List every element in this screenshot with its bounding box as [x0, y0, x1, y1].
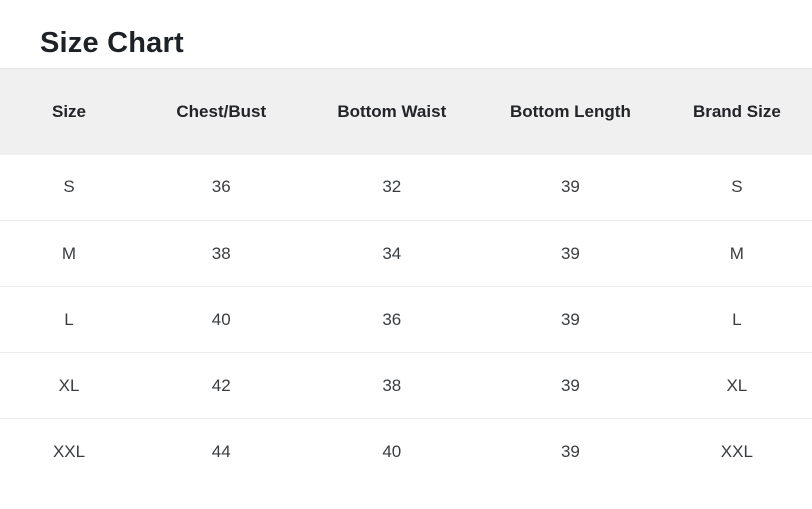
column-header-bottom-length: Bottom Length	[509, 101, 631, 121]
column-header-brand-size: Brand Size	[692, 101, 781, 121]
cell-chest-bust: 44	[211, 441, 231, 461]
page-title: Size Chart	[40, 27, 184, 59]
cell-brand-size: XL	[726, 375, 748, 395]
cell-size: S	[63, 177, 75, 197]
header-row: Size Chest/Bust Bottom Waist Bottom Leng…	[0, 68, 812, 155]
cell-size: XXL	[52, 441, 86, 461]
cell-bottom-waist: 38	[382, 375, 402, 395]
cell-bottom-waist: 34	[382, 243, 402, 263]
cell-bottom-length: 39	[560, 177, 580, 197]
size-chart-table: Size Chest/Bust Bottom Waist Bottom Leng…	[0, 68, 812, 485]
cell-chest-bust: 36	[211, 177, 231, 197]
column-header-chest-bust: Chest/Bust	[176, 101, 267, 121]
cell-bottom-length: 39	[560, 243, 580, 263]
table-header: Size Chest/Bust Bottom Waist Bottom Leng…	[0, 68, 812, 155]
cell-size: L	[64, 309, 74, 329]
table-row-xl: XL 42 38 39 XL	[0, 352, 812, 419]
cell-bottom-waist: 40	[382, 441, 402, 461]
cell-brand-size: S	[731, 177, 743, 197]
table-row-s: S 36 32 39 S	[0, 154, 812, 221]
cell-bottom-length: 39	[560, 309, 580, 329]
cell-bottom-length: 39	[560, 375, 580, 395]
cell-bottom-length: 39	[560, 441, 580, 461]
column-header-size: Size	[52, 101, 87, 121]
cell-chest-bust: 42	[211, 375, 231, 395]
cell-chest-bust: 40	[211, 309, 231, 329]
cell-size: M	[61, 243, 77, 263]
table-row-l: L 40 36 39 L	[0, 286, 812, 353]
cell-chest-bust: 38	[211, 243, 231, 263]
table-row-m: M 38 34 39 M	[0, 220, 812, 287]
cell-brand-size: XXL	[720, 441, 753, 461]
title-bar: Size Chart	[0, 0, 812, 68]
table-body: S 36 32 39 S M 38 34 39 M L 40 36 39 L	[0, 154, 812, 485]
cell-brand-size: M	[729, 243, 744, 263]
cell-brand-size: L	[732, 309, 742, 329]
cell-bottom-waist: 32	[382, 177, 402, 197]
cell-size: XL	[58, 375, 80, 395]
cell-bottom-waist: 36	[382, 309, 402, 329]
table-row-xxl: XXL 44 40 39 XXL	[0, 418, 812, 485]
column-header-bottom-waist: Bottom Waist	[337, 101, 447, 121]
